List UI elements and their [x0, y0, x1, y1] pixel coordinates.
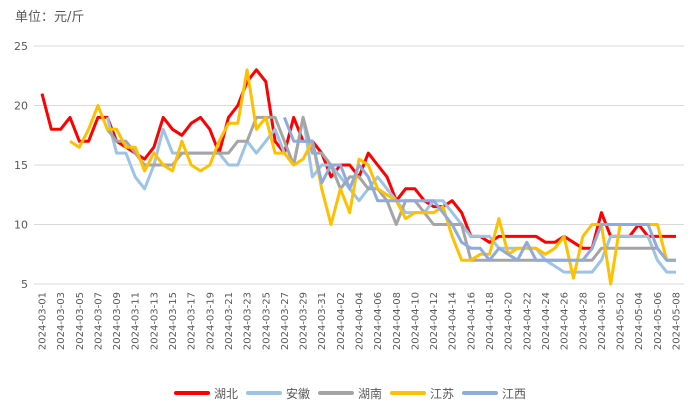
y-axis: 5 10 15 20 25 [14, 40, 28, 291]
y-tick-label: 5 [21, 278, 28, 291]
y-tick-label: 25 [14, 40, 28, 53]
x-tick-label: 2024-03-03 [56, 292, 67, 350]
x-tick-label: 2024-04-28 [578, 292, 589, 350]
legend-swatch-icon [390, 391, 426, 395]
x-tick-label: 2024-03-29 [299, 292, 310, 350]
x-tick-label: 2024-04-18 [485, 292, 496, 350]
x-tick-label: 2024-04-04 [355, 292, 366, 350]
legend-swatch-icon [317, 391, 354, 395]
x-tick-label: 2024-03-13 [149, 292, 160, 350]
x-tick-label: 2024-05-04 [634, 292, 645, 350]
x-tick-label: 2024-05-06 [653, 292, 664, 350]
legend-label: 江西 [502, 386, 527, 401]
legend-swatch-icon [173, 391, 210, 395]
legend-swatch-icon [462, 391, 499, 395]
x-tick-label: 2024-04-20 [504, 292, 515, 350]
y-tick-label: 10 [14, 219, 28, 232]
x-tick-label: 2024-03-11 [131, 292, 142, 350]
unit-label: 单位：元/斤 [15, 10, 85, 25]
x-tick-label: 2024-03-05 [75, 292, 86, 350]
legend-item: 湖北 [173, 385, 238, 402]
series-lines [40, 68, 676, 286]
series-line-江苏 [69, 68, 676, 286]
x-tick-label: 2024-03-15 [168, 292, 179, 350]
x-tick-label: 2024-04-22 [522, 292, 533, 350]
legend-item: 湖南 [317, 385, 382, 402]
x-tick-label: 2024-04-06 [373, 292, 384, 350]
x-tick-label: 2024-05-02 [616, 292, 627, 350]
x-tick-label: 2024-03-09 [112, 292, 123, 350]
x-tick-label: 2024-04-02 [336, 292, 347, 350]
x-tick-label: 2024-04-10 [410, 292, 421, 350]
legend-item: 安徽 [245, 385, 310, 402]
line-chart: 5 10 15 20 25 2024-03-01 2024-03-03 2024-03-05… [14, 40, 684, 350]
legend-label: 安徽 [285, 386, 310, 401]
x-tick-label: 2024-05-08 [672, 292, 683, 350]
legend: 湖北 安徽 湖南 江苏 江西 [0, 384, 700, 402]
x-tick-label: 2024-03-17 [187, 292, 198, 350]
legend-label: 湖北 [213, 386, 238, 401]
x-tick-label: 2024-04-14 [448, 292, 459, 350]
x-tick-label: 2024-03-07 [93, 292, 104, 350]
x-tick-label: 2024-04-08 [392, 292, 403, 350]
x-axis: 2024-03-01 2024-03-03 2024-03-05 2024-03-07… [38, 292, 683, 350]
y-tick-label: 20 [14, 100, 28, 113]
x-tick-label: 2024-04-30 [597, 292, 608, 350]
legend-item: 江苏 [390, 385, 454, 402]
x-tick-label: 2024-04-16 [466, 292, 477, 350]
legend-item: 江西 [462, 385, 526, 402]
x-tick-label: 2024-04-26 [560, 292, 571, 350]
series-line-江西 [283, 116, 676, 262]
x-tick-label: 2024-03-23 [243, 292, 254, 350]
x-tick-label: 2024-03-19 [205, 292, 216, 350]
legend-swatch-icon [245, 391, 282, 395]
x-tick-label: 2024-04-24 [541, 292, 552, 350]
legend-label: 江苏 [430, 386, 455, 401]
x-tick-label: 2024-03-27 [280, 292, 291, 350]
x-tick-label: 2024-04-12 [429, 292, 440, 350]
x-tick-label: 2024-03-01 [38, 292, 49, 350]
legend-label: 湖南 [357, 386, 382, 401]
x-tick-label: 2024-03-25 [261, 292, 272, 350]
x-tick-label: 2024-03-31 [317, 292, 328, 350]
y-tick-label: 15 [14, 159, 28, 172]
x-tick-label: 2024-03-21 [224, 292, 235, 350]
